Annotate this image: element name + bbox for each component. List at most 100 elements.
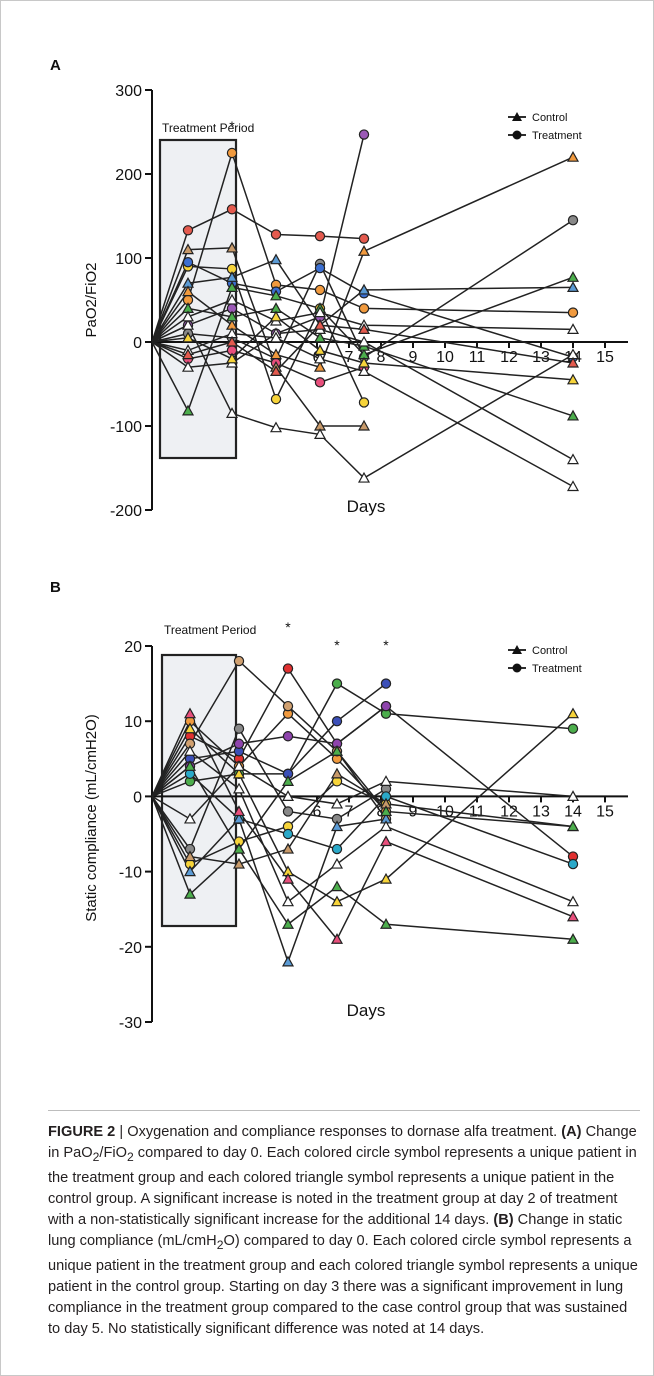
data-point-treatment xyxy=(314,377,326,388)
y-tick-label: 0 xyxy=(133,335,142,352)
data-point-control xyxy=(379,835,393,847)
legend-marker-control xyxy=(512,645,522,654)
data-point-control xyxy=(181,404,195,416)
data-point-control xyxy=(225,271,239,282)
data-point-control xyxy=(313,428,327,439)
data-point-control xyxy=(281,775,295,786)
data-point-treatment xyxy=(270,229,282,240)
caption-panel-b-label: (B) xyxy=(493,1211,514,1228)
data-point-treatment xyxy=(567,214,579,226)
data-point-treatment xyxy=(331,716,343,727)
data-point-control xyxy=(281,955,295,967)
data-point-control xyxy=(379,820,393,832)
caption-a-text-post: compared to day 0. Each colored circle s… xyxy=(48,1145,637,1228)
data-point-treatment xyxy=(567,307,579,318)
x-tick-label: 10 xyxy=(436,349,454,366)
data-point-treatment xyxy=(282,731,294,742)
data-point-control xyxy=(330,880,344,892)
data-point-treatment xyxy=(270,393,282,405)
data-point-control xyxy=(313,306,327,318)
data-point-control xyxy=(232,805,246,817)
data-point-control xyxy=(269,310,283,322)
data-point-control xyxy=(357,356,371,368)
data-point-control xyxy=(379,775,393,786)
data-point-treatment xyxy=(567,858,579,870)
data-point-treatment xyxy=(567,723,579,734)
data-point-control xyxy=(566,373,580,385)
caption-figure-label: FIGURE 2 xyxy=(48,1124,116,1140)
caption-b-text: Change in static lung compliance (mL/cmH xyxy=(48,1211,623,1249)
data-point-control xyxy=(566,895,580,907)
treatment-period-label: Treatment Period xyxy=(164,623,256,637)
caption-panel-a-label: (A) xyxy=(561,1124,582,1140)
data-point-control xyxy=(232,812,246,824)
legend-marker-control xyxy=(512,112,522,121)
significance-star: * xyxy=(285,619,291,635)
data-point-control xyxy=(330,895,344,907)
caption-a-sub2: 2 xyxy=(126,1149,134,1164)
series-line xyxy=(151,247,364,427)
data-point-control xyxy=(281,918,295,929)
data-point-treatment xyxy=(282,806,294,817)
data-point-control xyxy=(566,453,580,465)
y-tick-label: 100 xyxy=(115,251,142,268)
data-point-control xyxy=(566,409,580,421)
y-tick-label: 200 xyxy=(115,167,142,184)
data-point-control xyxy=(379,872,393,884)
data-point-control xyxy=(269,331,283,343)
series-line xyxy=(151,796,387,965)
legend-marker-treatment xyxy=(512,130,522,140)
data-point-control xyxy=(566,150,580,162)
caption-title: Oxygenation and compliance responses to … xyxy=(127,1124,558,1140)
data-point-treatment xyxy=(182,225,194,236)
data-point-control xyxy=(313,360,327,372)
data-point-treatment xyxy=(282,828,294,840)
data-point-treatment xyxy=(358,397,370,408)
data-point-control xyxy=(225,293,239,305)
data-point-control xyxy=(330,797,344,809)
y-axis-label: PaO2/FiO2 xyxy=(83,262,100,337)
data-point-control xyxy=(281,790,295,802)
data-point-treatment xyxy=(314,262,326,274)
data-point-control xyxy=(181,243,195,255)
series-line xyxy=(151,683,387,797)
treatment-period-label: Treatment Period xyxy=(162,121,254,135)
significance-star: * xyxy=(383,637,389,653)
data-point-control xyxy=(183,850,197,862)
data-point-control xyxy=(181,348,195,360)
x-tick-label: 14 xyxy=(564,803,582,820)
data-point-control xyxy=(232,782,246,794)
data-point-treatment xyxy=(182,257,194,268)
data-point-control xyxy=(232,857,246,869)
x-tick-label: 9 xyxy=(409,803,418,820)
data-point-control xyxy=(269,348,283,360)
data-point-control xyxy=(566,323,580,334)
data-point-control xyxy=(269,365,283,376)
y-tick-label: -10 xyxy=(119,865,142,882)
data-point-treatment xyxy=(358,233,370,244)
data-point-control xyxy=(281,872,295,884)
data-point-control xyxy=(181,310,195,322)
data-point-control xyxy=(313,344,327,355)
data-point-treatment xyxy=(314,230,326,242)
data-point-control xyxy=(183,722,197,734)
data-point-control xyxy=(566,790,580,802)
data-point-control xyxy=(281,895,295,907)
x-tick-label: 15 xyxy=(596,803,614,820)
series-line xyxy=(151,208,365,343)
y-tick-label: 300 xyxy=(115,83,142,100)
data-point-treatment xyxy=(380,700,392,712)
y-tick-label: 0 xyxy=(133,789,142,806)
legend-label: Treatment xyxy=(532,130,582,142)
data-point-control xyxy=(181,285,195,297)
data-point-control xyxy=(379,918,393,929)
data-point-treatment xyxy=(282,663,294,674)
x-tick-label: 6 xyxy=(313,803,322,820)
data-point-control xyxy=(313,318,327,330)
data-point-control xyxy=(566,356,580,368)
x-tick-label: 9 xyxy=(409,349,418,366)
data-point-control xyxy=(269,289,283,301)
data-point-control xyxy=(566,707,580,719)
data-point-control xyxy=(225,407,239,418)
